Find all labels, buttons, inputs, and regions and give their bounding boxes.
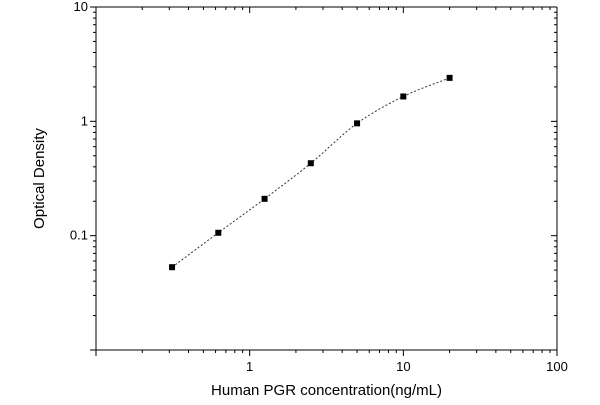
data-points <box>169 74 453 271</box>
y-axis-title: Optical Density <box>31 128 48 229</box>
x-axis-title: Human PGR concentration(ng/mL) <box>211 382 442 399</box>
x-tick-label: 100 <box>546 359 568 374</box>
data-point <box>307 160 314 167</box>
y-tick-label: 10 <box>74 0 88 14</box>
data-point <box>215 229 222 236</box>
data-point <box>446 74 453 81</box>
y-tick-label: 1 <box>81 113 88 128</box>
x-tick-label: 1 <box>246 359 253 374</box>
ticks: 1 10 100 0.1 1 10 <box>70 0 568 374</box>
fit-curve <box>171 77 450 268</box>
x-tick-label: 10 <box>396 359 410 374</box>
y-tick-label: 0.1 <box>70 228 88 243</box>
fit-curve-layer <box>171 77 450 268</box>
data-point <box>169 264 176 271</box>
data-point <box>261 195 268 202</box>
data-point <box>400 93 407 100</box>
axes <box>95 6 558 351</box>
data-point <box>354 120 361 127</box>
